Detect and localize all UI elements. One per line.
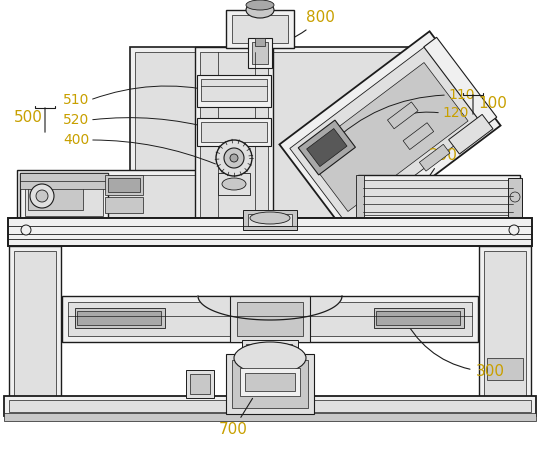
Bar	[200, 52, 268, 217]
Text: 120: 120	[442, 106, 469, 120]
Bar	[135, 52, 415, 217]
Bar	[232, 15, 288, 43]
Bar	[197, 75, 271, 107]
Bar	[197, 118, 271, 146]
Bar	[232, 360, 308, 408]
Circle shape	[21, 225, 31, 235]
Bar	[240, 368, 300, 396]
Bar	[356, 175, 364, 222]
Bar	[25, 178, 103, 216]
Polygon shape	[198, 296, 342, 320]
Bar	[242, 340, 298, 356]
Bar	[105, 197, 143, 213]
Circle shape	[224, 148, 244, 168]
Polygon shape	[307, 129, 347, 167]
Bar	[62, 296, 478, 342]
Bar	[484, 251, 526, 397]
Text: 500: 500	[14, 111, 42, 125]
Polygon shape	[448, 115, 493, 154]
Polygon shape	[304, 63, 468, 212]
Bar	[487, 358, 523, 380]
Ellipse shape	[246, 2, 274, 18]
Bar	[9, 400, 531, 412]
Bar	[376, 311, 460, 325]
Text: 110: 110	[448, 88, 474, 102]
Ellipse shape	[250, 212, 290, 224]
Bar	[230, 296, 310, 342]
Bar	[246, 344, 292, 354]
Bar	[9, 246, 61, 402]
Bar	[218, 173, 250, 195]
Bar	[226, 10, 294, 48]
Polygon shape	[419, 144, 450, 171]
Text: 200: 200	[421, 149, 458, 188]
Text: 520: 520	[63, 113, 89, 127]
Bar	[17, 170, 200, 222]
Circle shape	[509, 225, 519, 235]
Bar	[20, 173, 108, 189]
Text: 300: 300	[401, 313, 505, 380]
Bar	[226, 354, 314, 414]
Bar	[358, 175, 520, 222]
Bar	[248, 38, 272, 68]
Bar	[8, 218, 532, 246]
Bar	[237, 302, 303, 336]
Ellipse shape	[222, 178, 246, 190]
Bar	[255, 38, 265, 46]
Bar	[374, 308, 464, 328]
Polygon shape	[387, 102, 418, 129]
Bar	[201, 122, 267, 142]
Text: 510: 510	[63, 93, 89, 107]
Ellipse shape	[246, 0, 274, 10]
Bar	[201, 79, 267, 101]
Bar	[68, 302, 472, 336]
Polygon shape	[279, 31, 500, 239]
Ellipse shape	[234, 342, 306, 374]
Polygon shape	[298, 120, 355, 175]
Circle shape	[230, 154, 238, 162]
Bar	[242, 296, 254, 396]
Bar	[190, 374, 210, 394]
Circle shape	[36, 190, 48, 202]
Bar	[14, 251, 56, 397]
Bar	[20, 173, 108, 221]
Bar	[22, 175, 195, 217]
Bar	[363, 180, 513, 215]
Polygon shape	[424, 37, 497, 127]
Bar	[77, 311, 161, 325]
Bar	[195, 47, 273, 222]
Text: 400: 400	[63, 133, 89, 147]
Circle shape	[30, 184, 54, 208]
Text: 800: 800	[268, 10, 334, 48]
Bar	[75, 308, 165, 328]
Bar	[248, 214, 292, 226]
Bar	[282, 296, 294, 396]
Bar	[108, 178, 140, 192]
Bar	[252, 42, 268, 64]
Circle shape	[216, 140, 252, 176]
Bar	[4, 413, 536, 421]
Bar	[245, 373, 295, 391]
Polygon shape	[403, 123, 434, 149]
Text: 100: 100	[478, 96, 507, 111]
Bar	[248, 5, 272, 13]
Bar	[28, 181, 83, 210]
Bar	[105, 175, 143, 195]
Bar	[186, 370, 214, 398]
Text: 700: 700	[219, 398, 253, 438]
Bar	[479, 246, 531, 402]
Bar	[508, 178, 522, 218]
Bar	[4, 396, 536, 416]
Bar	[243, 210, 297, 230]
Bar	[130, 47, 420, 222]
Polygon shape	[290, 44, 486, 226]
